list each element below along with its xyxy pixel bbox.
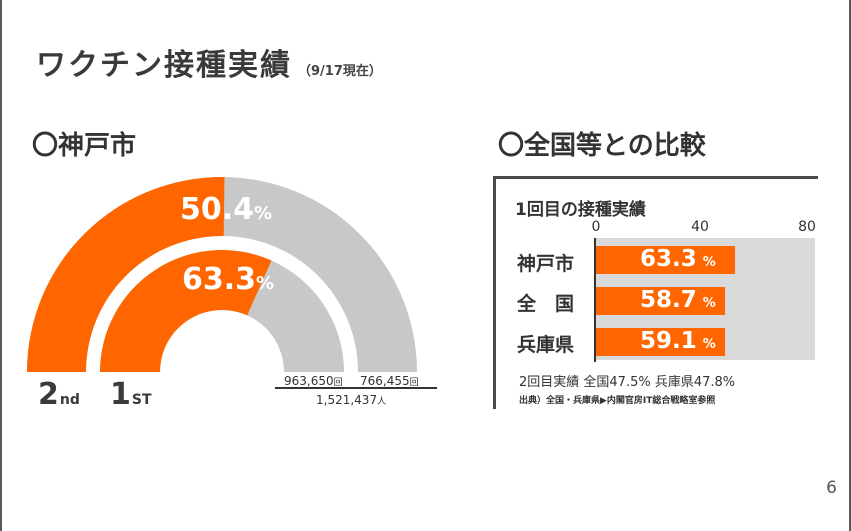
inner-rank-suffix: ST xyxy=(131,392,152,408)
second-dose-count-unit: 回 xyxy=(409,378,419,388)
bar-hyogo xyxy=(596,328,726,356)
bar-category-label: 神戸市 xyxy=(517,253,575,275)
axis-tick-label: 0 xyxy=(591,219,601,235)
slide-right-border xyxy=(849,0,851,531)
bar-category-label: 全 国 xyxy=(517,293,575,315)
slide-left-border xyxy=(0,0,2,531)
slide-title: ワクチン接種実績 （9/17現在） xyxy=(36,40,382,84)
inner-rank-number: 1 xyxy=(110,377,131,412)
compare-section-title: 〇全国等との比較 xyxy=(498,131,706,161)
slide-title-text: ワクチン接種実績 xyxy=(36,48,292,83)
inner-percent-value: 63.3 xyxy=(182,262,257,297)
slide-title-date: （9/17現在） xyxy=(298,64,382,79)
kobe-section-title: 〇神戸市 xyxy=(32,131,137,161)
outer-percent-unit: % xyxy=(254,203,273,224)
page-number: 6 xyxy=(826,478,837,498)
bar-value-unit: % xyxy=(702,337,716,352)
second-dose-count: 766,455回 xyxy=(360,374,419,388)
outer-ring-filled xyxy=(27,177,225,372)
second-dose-count-value: 766,455 xyxy=(360,374,410,388)
first-dose-count-value: 963,650 xyxy=(284,374,334,388)
bar-value-unit: % xyxy=(702,296,716,311)
bar-value-label: 63.3% xyxy=(640,246,716,272)
outer-percent-value: 50.4 xyxy=(180,192,255,227)
inner-rank-label: 1ST xyxy=(110,377,152,412)
axis-tick-label: 40 xyxy=(691,219,709,235)
first-dose-count: 963,650回 xyxy=(284,374,343,388)
outer-percent-label: 50.4% xyxy=(180,192,272,227)
total-count: 1,521,437人 xyxy=(316,393,386,407)
outer-rank-label: 2nd xyxy=(38,377,80,412)
bar-chart-axis xyxy=(594,238,596,362)
outer-rank-number: 2 xyxy=(38,377,59,412)
comparison-chart-title: 1回目の接種実績 xyxy=(515,200,646,220)
count-divider xyxy=(275,387,437,389)
total-count-unit: 人 xyxy=(377,397,387,407)
inner-percent-unit: % xyxy=(256,273,275,294)
total-count-value: 1,521,437 xyxy=(316,393,378,407)
bar-value-unit: % xyxy=(702,255,716,270)
bar-value-number: 63.3 xyxy=(640,246,697,272)
inner-percent-label: 63.3% xyxy=(182,262,274,297)
bar-kobe xyxy=(596,246,735,274)
bar-value-label: 59.1% xyxy=(640,328,716,354)
bar-value-number: 58.7 xyxy=(640,287,697,313)
bar-national xyxy=(596,287,725,315)
second-dose-note: 2回目実績 全国47.5% 兵庫県47.8% xyxy=(519,375,736,390)
bar-value-label: 58.7% xyxy=(640,287,716,313)
outer-rank-suffix: nd xyxy=(59,392,80,408)
axis-tick-label: 80 xyxy=(798,219,816,235)
first-dose-count-unit: 回 xyxy=(333,378,343,388)
source-note: 出典）全国・兵庫県▶内閣官房IT総合戦略室参照 xyxy=(519,396,716,406)
bar-value-number: 59.1 xyxy=(640,328,697,354)
bar-category-label: 兵庫県 xyxy=(517,334,575,356)
inner-ring-filled xyxy=(100,250,272,372)
